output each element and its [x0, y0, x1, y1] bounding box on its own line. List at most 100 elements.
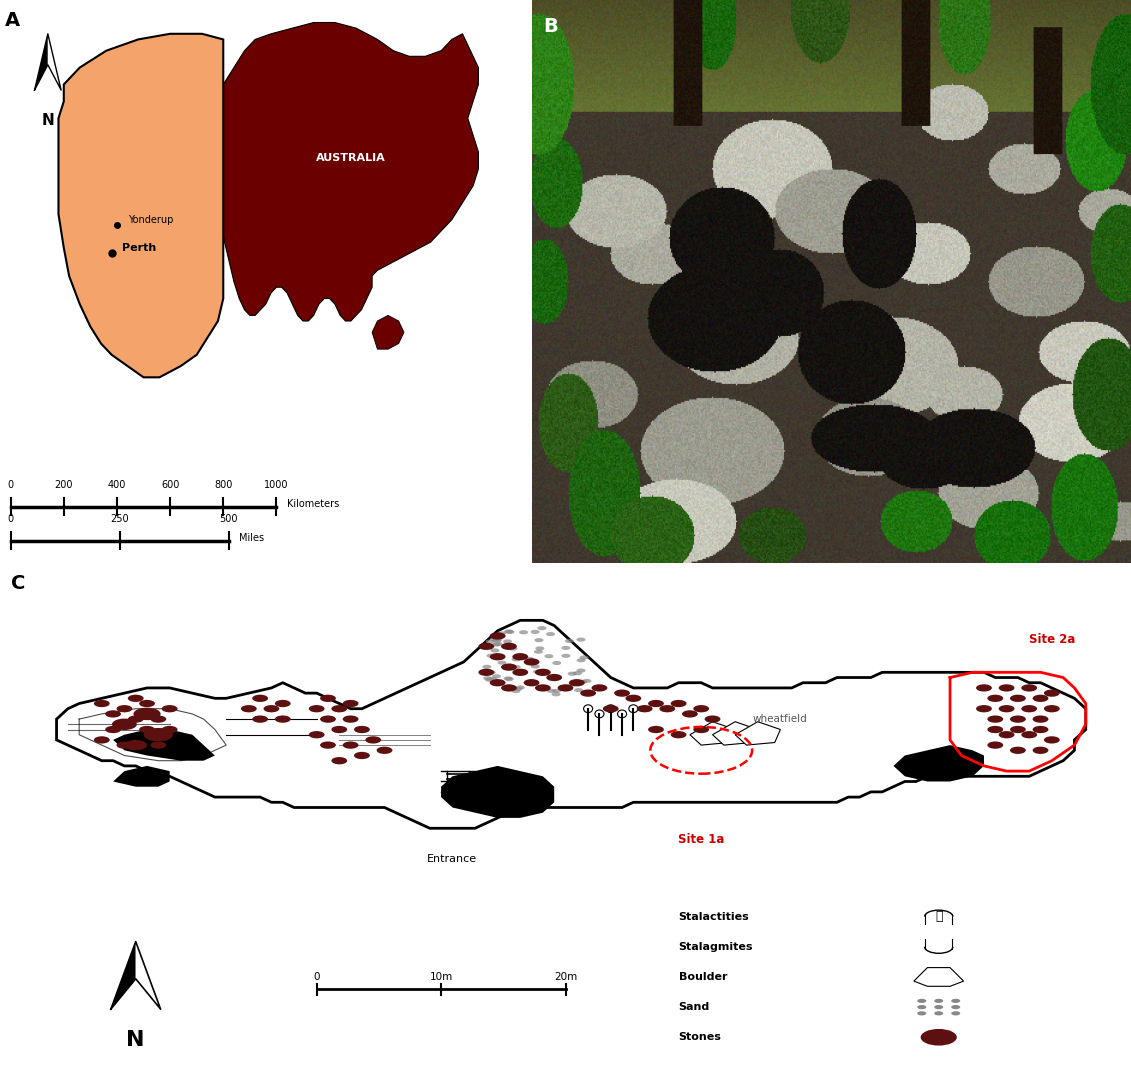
Circle shape	[377, 746, 392, 754]
Circle shape	[1010, 746, 1026, 754]
Circle shape	[503, 677, 512, 680]
Circle shape	[525, 661, 534, 665]
Text: 250: 250	[111, 513, 129, 524]
Circle shape	[577, 668, 586, 673]
Text: Boulder: Boulder	[679, 971, 727, 982]
Circle shape	[320, 716, 336, 722]
Circle shape	[492, 675, 501, 678]
Text: 0: 0	[8, 513, 14, 524]
Circle shape	[506, 630, 515, 634]
Polygon shape	[223, 23, 478, 321]
Circle shape	[934, 999, 943, 1003]
Circle shape	[511, 689, 520, 693]
Circle shape	[139, 700, 155, 707]
Circle shape	[999, 731, 1015, 739]
Circle shape	[561, 645, 570, 650]
Circle shape	[511, 657, 520, 662]
Circle shape	[492, 639, 501, 642]
Circle shape	[124, 740, 147, 751]
Circle shape	[705, 716, 720, 722]
Circle shape	[485, 678, 494, 682]
Text: N: N	[127, 1030, 145, 1051]
Circle shape	[513, 687, 523, 691]
Circle shape	[577, 638, 586, 642]
Text: Sand: Sand	[679, 1002, 710, 1013]
Text: 𝔊: 𝔊	[935, 910, 942, 923]
Circle shape	[483, 676, 492, 680]
Circle shape	[331, 705, 347, 713]
Polygon shape	[713, 721, 758, 745]
Circle shape	[577, 658, 586, 663]
Circle shape	[490, 637, 499, 641]
Polygon shape	[136, 941, 161, 1009]
Circle shape	[976, 684, 992, 692]
Text: 10m: 10m	[430, 971, 452, 981]
Circle shape	[343, 742, 359, 748]
Circle shape	[917, 1012, 926, 1016]
Polygon shape	[57, 621, 1086, 828]
Circle shape	[530, 665, 539, 668]
Circle shape	[501, 642, 517, 650]
Circle shape	[275, 716, 291, 722]
Text: Yonderup: Yonderup	[128, 214, 173, 224]
Text: Perth: Perth	[122, 243, 156, 252]
Circle shape	[320, 694, 336, 702]
Polygon shape	[690, 721, 735, 745]
Circle shape	[162, 705, 178, 713]
Circle shape	[535, 647, 544, 651]
Circle shape	[1044, 690, 1060, 696]
Circle shape	[951, 1012, 960, 1016]
Text: AUSTRALIA: AUSTRALIA	[316, 153, 386, 162]
Circle shape	[999, 705, 1015, 713]
Circle shape	[579, 655, 588, 660]
Circle shape	[133, 707, 161, 720]
Circle shape	[354, 726, 370, 733]
Circle shape	[511, 665, 520, 669]
Circle shape	[535, 668, 551, 676]
Circle shape	[116, 705, 132, 713]
Polygon shape	[914, 967, 964, 987]
Polygon shape	[113, 730, 215, 760]
Circle shape	[592, 684, 607, 692]
Circle shape	[116, 742, 132, 748]
Circle shape	[552, 689, 561, 693]
Circle shape	[490, 653, 506, 661]
Text: 0: 0	[313, 971, 320, 981]
Circle shape	[486, 670, 495, 675]
Circle shape	[482, 665, 491, 669]
Circle shape	[535, 638, 544, 642]
Circle shape	[1010, 716, 1026, 722]
Circle shape	[128, 716, 144, 722]
Circle shape	[1033, 746, 1048, 754]
Circle shape	[561, 654, 570, 657]
Circle shape	[569, 679, 585, 687]
Circle shape	[320, 742, 336, 748]
Text: B: B	[544, 17, 559, 36]
Circle shape	[490, 679, 506, 687]
Circle shape	[987, 726, 1003, 733]
Circle shape	[503, 639, 512, 643]
Circle shape	[150, 742, 166, 748]
Text: Entrance: Entrance	[428, 854, 477, 864]
Circle shape	[485, 639, 494, 643]
Circle shape	[534, 650, 543, 654]
Circle shape	[637, 705, 653, 713]
Polygon shape	[735, 721, 780, 745]
Polygon shape	[48, 34, 61, 90]
Circle shape	[1010, 694, 1026, 702]
Circle shape	[490, 632, 506, 640]
Circle shape	[535, 684, 551, 692]
Circle shape	[614, 690, 630, 696]
Circle shape	[519, 630, 528, 635]
Circle shape	[94, 736, 110, 744]
Circle shape	[573, 671, 582, 676]
Circle shape	[515, 671, 524, 675]
Circle shape	[575, 688, 584, 692]
Circle shape	[252, 694, 268, 702]
Circle shape	[509, 647, 518, 651]
Polygon shape	[372, 315, 404, 349]
Text: 0: 0	[8, 480, 14, 490]
Circle shape	[917, 1005, 926, 1009]
Circle shape	[564, 639, 573, 643]
Circle shape	[568, 682, 577, 687]
